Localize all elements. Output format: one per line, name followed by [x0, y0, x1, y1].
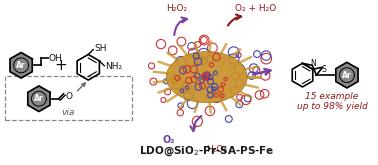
Polygon shape — [10, 52, 32, 78]
Text: Ar: Ar — [342, 71, 352, 80]
Text: up to 98% yield: up to 98% yield — [297, 102, 367, 111]
Text: SH: SH — [94, 44, 107, 53]
Text: N: N — [310, 59, 316, 68]
Polygon shape — [336, 62, 358, 88]
Text: LDO@SiO$_2$-Pr-SA-PS-Fe: LDO@SiO$_2$-Pr-SA-PS-Fe — [139, 144, 274, 158]
Text: via: via — [62, 108, 75, 117]
Text: NH₂: NH₂ — [105, 62, 122, 71]
Text: O₂: O₂ — [163, 135, 175, 145]
Text: O: O — [65, 92, 73, 101]
Text: 15 example: 15 example — [305, 92, 359, 101]
Text: +: + — [54, 58, 67, 73]
Text: Ar: Ar — [34, 94, 44, 103]
Text: H₂O₂: H₂O₂ — [206, 145, 227, 154]
Text: OH: OH — [49, 54, 62, 63]
Text: H₂O₂: H₂O₂ — [167, 4, 187, 13]
Ellipse shape — [166, 51, 247, 103]
Bar — [5, 76, 132, 120]
Text: O₂ + H₂O: O₂ + H₂O — [235, 4, 277, 13]
Polygon shape — [28, 86, 50, 112]
Text: S: S — [321, 65, 326, 74]
Text: Ar: Ar — [16, 61, 26, 70]
